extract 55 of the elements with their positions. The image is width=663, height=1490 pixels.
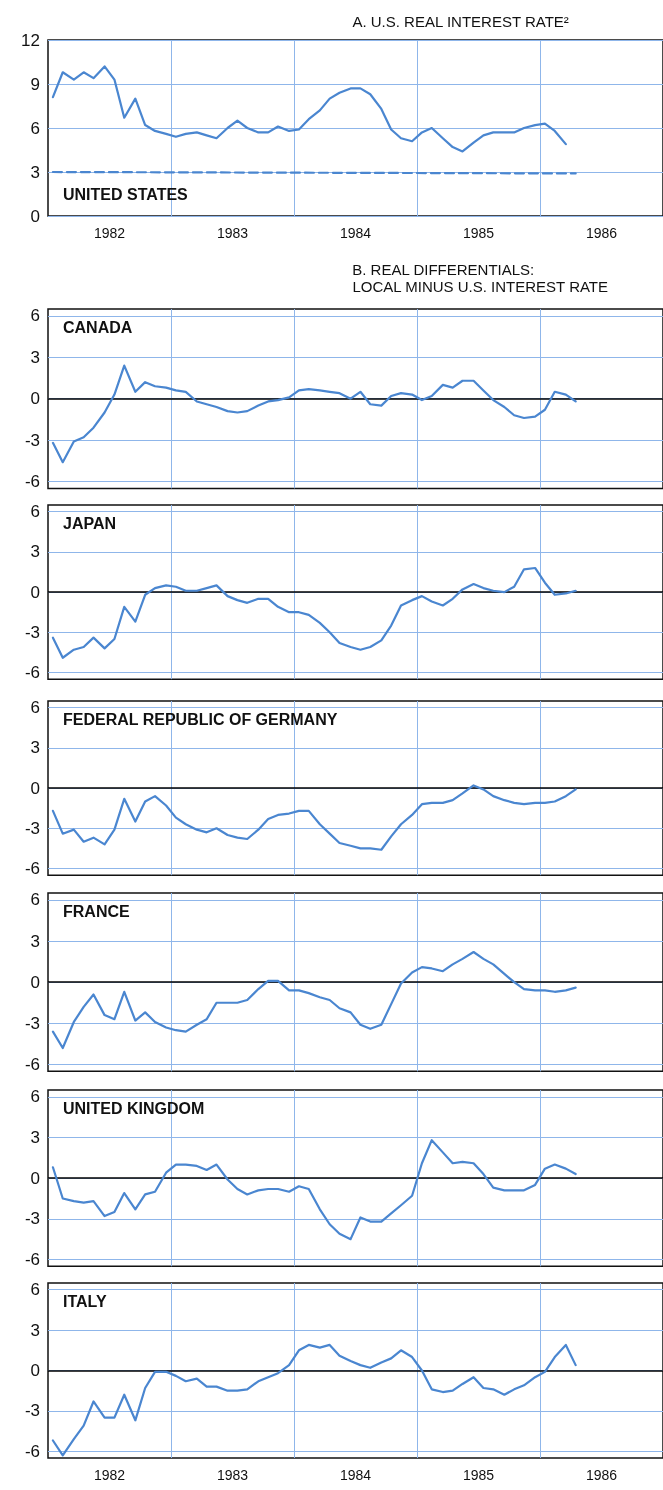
y-tick-label: -6 [24, 472, 40, 491]
y-tick-label: 3 [30, 347, 40, 367]
y-tick-label: 6 [30, 698, 40, 718]
y-tick-label: 3 [30, 1127, 40, 1147]
x-tick-label: 1986 [585, 225, 618, 241]
y-tick-label: 6 [30, 1087, 40, 1107]
y-tick-label: 3 [30, 931, 40, 951]
y-tick-label: 0 [30, 778, 40, 798]
y-tick-label: 6 [30, 1280, 40, 1300]
y-tick-label: 3 [30, 738, 40, 758]
y-tick-label: -6 [24, 1250, 40, 1269]
annotation: FEDERAL REPUBLIC OF GERMANY [63, 710, 338, 728]
y-tick-label: 6 [30, 890, 40, 910]
y-tick-label: -3 [24, 430, 40, 450]
y-tick-label: -3 [24, 1401, 40, 1421]
y-tick-label: 3 [30, 542, 40, 562]
y-tick-label: 6 [30, 118, 40, 138]
y-tick-label: -6 [24, 1055, 40, 1074]
y-tick-label: 0 [30, 972, 40, 992]
y-tick-label: -6 [24, 663, 40, 682]
x-tick-label: 1982 [93, 1467, 126, 1483]
y-tick-label: -3 [24, 818, 40, 838]
annotation: FRANCE [63, 902, 130, 920]
x-tick-label: 1986 [585, 1467, 618, 1483]
chart-title: A. U.S. REAL INTEREST RATE² [352, 13, 569, 30]
y-tick-label: 0 [30, 389, 40, 409]
y-tick-label: 3 [30, 162, 40, 182]
y-tick-label: 6 [30, 502, 40, 522]
y-tick-label: 3 [30, 1320, 40, 1340]
y-tick-label: -6 [24, 859, 40, 878]
x-tick-label: 1985 [462, 1467, 495, 1483]
y-tick-label: 0 [30, 1168, 40, 1188]
y-tick-label: -6 [24, 1441, 40, 1461]
y-tick-label: 12 [21, 30, 40, 50]
x-tick-label: 1985 [462, 225, 495, 241]
y-tick-label: -3 [24, 1209, 40, 1229]
y-tick-label: -3 [24, 622, 40, 642]
x-tick-label: 1983 [216, 1467, 249, 1483]
annotation: UNITED STATES [63, 185, 189, 203]
y-tick-label: 9 [30, 74, 40, 94]
y-tick-label: 0 [30, 1361, 40, 1380]
x-tick-label: 1982 [93, 225, 126, 241]
annotation: ITALY [63, 1292, 107, 1310]
y-tick-label: 0 [30, 582, 40, 602]
annotation: CANADA [63, 318, 133, 336]
chart-title: B. REAL DIFFERENTIALS: [352, 261, 535, 278]
y-tick-label: 0 [30, 206, 40, 226]
x-tick-label: 1984 [339, 1467, 372, 1483]
y-tick-label: 6 [30, 306, 40, 326]
chart-subtitle: LOCAL MINUS U.S. INTEREST RATE [352, 278, 609, 295]
y-tick-label: -3 [24, 1013, 40, 1033]
annotation: JAPAN [63, 514, 117, 532]
x-tick-label: 1983 [216, 225, 249, 241]
x-tick-label: 1984 [339, 225, 372, 241]
annotation: UNITED KINGDOM [63, 1099, 205, 1117]
